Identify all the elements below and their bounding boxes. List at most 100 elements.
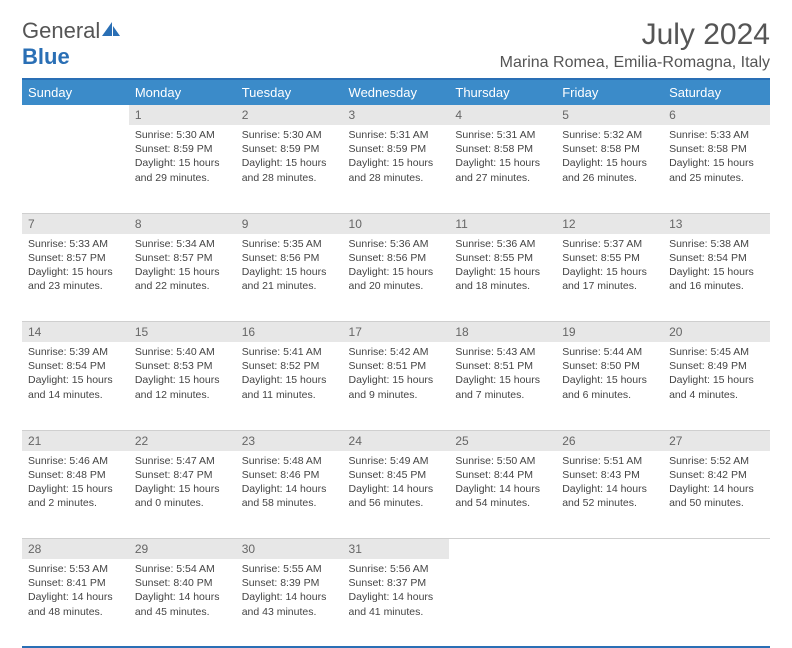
day-number: 23 (236, 431, 343, 451)
day-number (663, 539, 770, 545)
day-cell: Sunrise: 5:36 AMSunset: 8:56 PMDaylight:… (343, 234, 450, 322)
sunrise-text: Sunrise: 5:40 AM (135, 345, 230, 359)
daylight-text: Daylight: 15 hours and 4 minutes. (669, 373, 764, 401)
day-cell: Sunrise: 5:34 AMSunset: 8:57 PMDaylight:… (129, 234, 236, 322)
daynum-cell: 6 (663, 105, 770, 125)
sunrise-text: Sunrise: 5:42 AM (349, 345, 444, 359)
daynum-cell: 18 (449, 322, 556, 343)
daylight-text: Daylight: 15 hours and 27 minutes. (455, 156, 550, 184)
sunset-text: Sunset: 8:55 PM (562, 251, 657, 265)
day-number: 11 (449, 214, 556, 234)
day-cell: Sunrise: 5:44 AMSunset: 8:50 PMDaylight:… (556, 342, 663, 430)
daynum-cell (22, 105, 129, 125)
sunrise-text: Sunrise: 5:36 AM (455, 237, 550, 251)
daynum-cell: 30 (236, 539, 343, 560)
day-cell-body: Sunrise: 5:33 AMSunset: 8:57 PMDaylight:… (22, 234, 129, 300)
daynum-cell: 16 (236, 322, 343, 343)
day-number: 8 (129, 214, 236, 234)
day-cell-body: Sunrise: 5:43 AMSunset: 8:51 PMDaylight:… (449, 342, 556, 408)
daynum-cell: 11 (449, 213, 556, 234)
sunset-text: Sunset: 8:57 PM (135, 251, 230, 265)
daynum-cell: 23 (236, 430, 343, 451)
day-number (22, 105, 129, 111)
day-number (449, 539, 556, 545)
daylight-text: Daylight: 15 hours and 9 minutes. (349, 373, 444, 401)
day-cell: Sunrise: 5:52 AMSunset: 8:42 PMDaylight:… (663, 451, 770, 539)
sunrise-text: Sunrise: 5:50 AM (455, 454, 550, 468)
day-number: 15 (129, 322, 236, 342)
logo-text: GeneralBlue (22, 18, 122, 70)
daynum-cell: 28 (22, 539, 129, 560)
daylight-text: Daylight: 15 hours and 26 minutes. (562, 156, 657, 184)
sunset-text: Sunset: 8:55 PM (455, 251, 550, 265)
day-number: 25 (449, 431, 556, 451)
daynum-cell (663, 539, 770, 560)
sunrise-text: Sunrise: 5:54 AM (135, 562, 230, 576)
day-number: 7 (22, 214, 129, 234)
daynum-cell (449, 539, 556, 560)
day-cell: Sunrise: 5:54 AMSunset: 8:40 PMDaylight:… (129, 559, 236, 647)
day-header: Friday (556, 79, 663, 105)
day-cell-body: Sunrise: 5:36 AMSunset: 8:55 PMDaylight:… (449, 234, 556, 300)
sunrise-text: Sunrise: 5:32 AM (562, 128, 657, 142)
daylight-text: Daylight: 14 hours and 41 minutes. (349, 590, 444, 618)
day-cell (663, 559, 770, 647)
week-daynum-row: 78910111213 (22, 213, 770, 234)
sunset-text: Sunset: 8:40 PM (135, 576, 230, 590)
daylight-text: Daylight: 15 hours and 25 minutes. (669, 156, 764, 184)
sunset-text: Sunset: 8:44 PM (455, 468, 550, 482)
daynum-cell: 12 (556, 213, 663, 234)
sunrise-text: Sunrise: 5:44 AM (562, 345, 657, 359)
day-cell: Sunrise: 5:43 AMSunset: 8:51 PMDaylight:… (449, 342, 556, 430)
day-cell (556, 559, 663, 647)
daylight-text: Daylight: 14 hours and 43 minutes. (242, 590, 337, 618)
day-cell-body: Sunrise: 5:47 AMSunset: 8:47 PMDaylight:… (129, 451, 236, 517)
sunrise-text: Sunrise: 5:34 AM (135, 237, 230, 251)
day-cell-body: Sunrise: 5:40 AMSunset: 8:53 PMDaylight:… (129, 342, 236, 408)
day-header: Thursday (449, 79, 556, 105)
day-cell: Sunrise: 5:35 AMSunset: 8:56 PMDaylight:… (236, 234, 343, 322)
calendar-table: SundayMondayTuesdayWednesdayThursdayFrid… (22, 78, 770, 648)
daynum-cell: 19 (556, 322, 663, 343)
day-number: 12 (556, 214, 663, 234)
day-cell-body: Sunrise: 5:31 AMSunset: 8:58 PMDaylight:… (449, 125, 556, 191)
daynum-cell: 5 (556, 105, 663, 125)
sunrise-text: Sunrise: 5:46 AM (28, 454, 123, 468)
daynum-cell: 8 (129, 213, 236, 234)
day-number (556, 539, 663, 545)
page-header: GeneralBlue July 2024 Marina Romea, Emil… (22, 18, 770, 72)
daylight-text: Daylight: 15 hours and 17 minutes. (562, 265, 657, 293)
daynum-cell: 9 (236, 213, 343, 234)
sunrise-text: Sunrise: 5:48 AM (242, 454, 337, 468)
day-cell-body: Sunrise: 5:35 AMSunset: 8:56 PMDaylight:… (236, 234, 343, 300)
sunrise-text: Sunrise: 5:36 AM (349, 237, 444, 251)
day-header: Sunday (22, 79, 129, 105)
daylight-text: Daylight: 15 hours and 0 minutes. (135, 482, 230, 510)
day-number: 4 (449, 105, 556, 125)
daynum-cell: 27 (663, 430, 770, 451)
daylight-text: Daylight: 14 hours and 45 minutes. (135, 590, 230, 618)
day-number: 22 (129, 431, 236, 451)
day-cell (22, 125, 129, 213)
day-cell (449, 559, 556, 647)
sunrise-text: Sunrise: 5:38 AM (669, 237, 764, 251)
day-cell-body: Sunrise: 5:37 AMSunset: 8:55 PMDaylight:… (556, 234, 663, 300)
day-cell-body: Sunrise: 5:46 AMSunset: 8:48 PMDaylight:… (22, 451, 129, 517)
daylight-text: Daylight: 15 hours and 23 minutes. (28, 265, 123, 293)
calendar-body: 123456Sunrise: 5:30 AMSunset: 8:59 PMDay… (22, 105, 770, 647)
day-cell: Sunrise: 5:32 AMSunset: 8:58 PMDaylight:… (556, 125, 663, 213)
day-number: 14 (22, 322, 129, 342)
day-cell: Sunrise: 5:33 AMSunset: 8:57 PMDaylight:… (22, 234, 129, 322)
sunset-text: Sunset: 8:48 PM (28, 468, 123, 482)
day-cell-body: Sunrise: 5:50 AMSunset: 8:44 PMDaylight:… (449, 451, 556, 517)
month-title: July 2024 (500, 18, 770, 52)
sunrise-text: Sunrise: 5:30 AM (135, 128, 230, 142)
day-header: Monday (129, 79, 236, 105)
daylight-text: Daylight: 15 hours and 28 minutes. (349, 156, 444, 184)
daynum-cell: 10 (343, 213, 450, 234)
sunrise-text: Sunrise: 5:43 AM (455, 345, 550, 359)
daynum-cell: 29 (129, 539, 236, 560)
logo-text-general: General (22, 18, 100, 43)
sunrise-text: Sunrise: 5:39 AM (28, 345, 123, 359)
sunset-text: Sunset: 8:43 PM (562, 468, 657, 482)
